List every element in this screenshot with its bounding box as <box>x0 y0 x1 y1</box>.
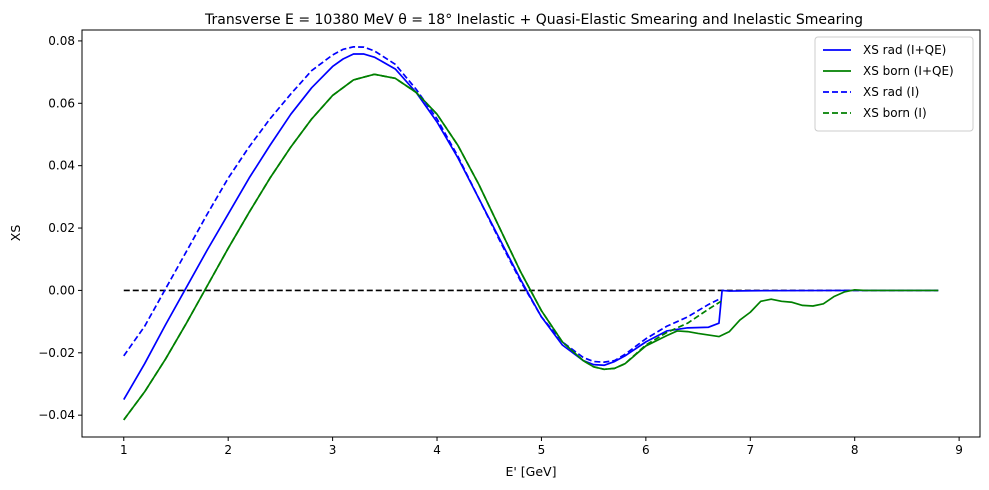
y-tick-label: 0.00 <box>48 283 75 297</box>
x-tick-label: 6 <box>642 443 650 457</box>
legend-entry-label: XS born (I+QE) <box>863 64 954 78</box>
series-group <box>123 45 939 421</box>
x-tick-label: 3 <box>329 443 337 457</box>
x-tick-label: 1 <box>120 443 128 457</box>
y-tick-label: 0.06 <box>48 96 75 110</box>
y-tick-label: 0.08 <box>48 34 75 48</box>
legend-box <box>814 36 974 132</box>
series-line-2 <box>123 73 939 421</box>
legend-entry-label: XS rad (I) <box>863 85 919 99</box>
legend-entry-label: XS born (I) <box>863 106 927 120</box>
y-tick-label: 0.02 <box>48 221 75 235</box>
plot-area: 1 2 3 4 5 6 7 8 9 −0.04 −0.02 0.00 0.02 0.04 0.06 0.08 <box>38 29 981 457</box>
y-tick-label: 0.04 <box>48 159 75 173</box>
chart-title: Transverse E = 10380 MeV θ = 18° Inelast… <box>204 12 863 28</box>
x-tick-label: 5 <box>538 443 546 457</box>
y-axis-ticks: −0.04 −0.02 0.00 0.02 0.04 0.06 0.08 <box>38 34 82 422</box>
y-tick-label: −0.02 <box>38 346 75 360</box>
x-axis-label: E' [GeV] <box>506 464 557 479</box>
y-tick-label: −0.04 <box>38 408 75 422</box>
x-axis-ticks: 1 2 3 4 5 6 7 8 9 <box>120 437 963 457</box>
x-tick-label: 8 <box>851 443 859 457</box>
x-tick-label: 9 <box>955 443 963 457</box>
x-tick-label: 4 <box>433 443 441 457</box>
legend-entry-label: XS rad (I+QE) <box>863 43 946 57</box>
series-line-4 <box>123 73 722 421</box>
legend: XS rad (I+QE) XS born (I+QE) XS rad (I) XS … <box>814 36 974 132</box>
plot-frame <box>81 29 981 438</box>
y-axis-label: XS <box>8 225 23 242</box>
x-tick-label: 2 <box>224 443 232 457</box>
x-tick-label: 7 <box>746 443 754 457</box>
